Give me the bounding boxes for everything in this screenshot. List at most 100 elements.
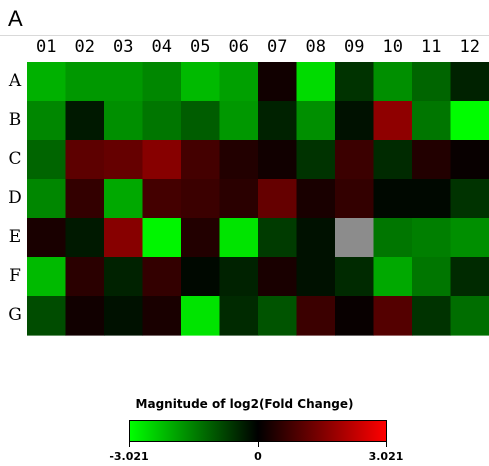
heatmap-cell-A09 bbox=[335, 62, 375, 102]
heatmap-cell-A04 bbox=[142, 62, 182, 102]
heatmap-cell-F12 bbox=[450, 257, 489, 297]
heatmap-cell-D08 bbox=[296, 179, 336, 219]
heatmap-cell-B02 bbox=[65, 101, 105, 141]
heatmap-cell-B12 bbox=[450, 101, 489, 141]
heatmap-cell-B10 bbox=[373, 101, 413, 141]
heatmap-cell-F09 bbox=[335, 257, 375, 297]
heatmap-cell-E07 bbox=[258, 218, 298, 258]
heatmap-cell-E05 bbox=[181, 218, 221, 258]
legend-tick-max bbox=[386, 441, 387, 447]
panel-label: A bbox=[8, 6, 23, 31]
heatmap-cell-G03 bbox=[104, 296, 144, 336]
heatmap-cell-B11 bbox=[412, 101, 452, 141]
heatmap-cell-C03 bbox=[104, 140, 144, 180]
column-label-10: 10 bbox=[382, 37, 404, 57]
legend-max-label: 3.021 bbox=[368, 450, 404, 463]
heatmap-cell-A03 bbox=[104, 62, 144, 102]
column-label-01: 01 bbox=[36, 37, 57, 57]
legend-tick-min bbox=[129, 441, 130, 447]
heatmap-cell-D04 bbox=[142, 179, 182, 219]
heatmap-cell-E12 bbox=[450, 218, 489, 258]
column-label-07: 07 bbox=[267, 37, 288, 57]
heatmap-cell-E09 bbox=[335, 218, 375, 258]
heatmap-cell-A02 bbox=[65, 62, 105, 102]
column-label-06: 06 bbox=[228, 37, 250, 57]
heatmap-cell-C08 bbox=[296, 140, 336, 180]
column-label-02: 02 bbox=[74, 37, 96, 57]
legend-tick-mid bbox=[258, 441, 259, 447]
heatmap-cell-B09 bbox=[335, 101, 375, 141]
heatmap-cell-B01 bbox=[27, 101, 67, 141]
column-label-05: 05 bbox=[190, 37, 211, 57]
legend-min-label: -3.021 bbox=[109, 450, 149, 463]
heatmap-cell-D02 bbox=[65, 179, 105, 219]
heatmap-cell-B03 bbox=[104, 101, 144, 141]
heatmap-cell-E11 bbox=[412, 218, 452, 258]
heatmap-cell-E03 bbox=[104, 218, 144, 258]
heatmap-cell-G05 bbox=[181, 296, 221, 336]
heatmap-cell-D11 bbox=[412, 179, 452, 219]
heatmap-cell-F03 bbox=[104, 257, 144, 297]
heatmap-cell-G06 bbox=[219, 296, 259, 336]
heatmap-cell-E02 bbox=[65, 218, 105, 258]
heatmap-cell-B06 bbox=[219, 101, 259, 141]
heatmap-cell-G12 bbox=[450, 296, 489, 336]
heatmap-cell-F07 bbox=[258, 257, 298, 297]
column-label-03: 03 bbox=[113, 37, 134, 57]
heatmap-cell-D12 bbox=[450, 179, 489, 219]
heatmap-cell-E08 bbox=[296, 218, 336, 258]
heatmap-cell-G04 bbox=[142, 296, 182, 336]
heatmap-cell-G11 bbox=[412, 296, 452, 336]
heatmap-cell-E06 bbox=[219, 218, 259, 258]
row-label-F: F bbox=[9, 265, 21, 286]
row-label-G: G bbox=[8, 304, 22, 325]
heatmap-cell-C07 bbox=[258, 140, 298, 180]
heatmap-cell-C02 bbox=[65, 140, 105, 180]
color-scale-bar bbox=[129, 420, 387, 442]
heatmap-cell-D03 bbox=[104, 179, 144, 219]
heatmap-cell-F05 bbox=[181, 257, 221, 297]
heatmap-cell-E04 bbox=[142, 218, 182, 258]
heatmap-cell-F11 bbox=[412, 257, 452, 297]
heatmap-cell-F04 bbox=[142, 257, 182, 297]
heatmap-cell-C06 bbox=[219, 140, 259, 180]
heatmap-cell-D07 bbox=[258, 179, 298, 219]
heatmap-cell-E01 bbox=[27, 218, 67, 258]
column-label-04: 04 bbox=[151, 37, 173, 57]
heatmap-cell-D09 bbox=[335, 179, 375, 219]
heatmap-cell-A11 bbox=[412, 62, 452, 102]
heatmap-cell-B04 bbox=[142, 101, 182, 141]
heatmap-cell-B08 bbox=[296, 101, 336, 141]
heatmap-cell-A08 bbox=[296, 62, 336, 102]
heatmap-cell-A12 bbox=[450, 62, 489, 102]
heatmap-cell-A10 bbox=[373, 62, 413, 102]
heatmap-cell-F06 bbox=[219, 257, 259, 297]
header-divider bbox=[0, 35, 489, 36]
row-label-D: D bbox=[8, 187, 22, 208]
heatmap-cell-G08 bbox=[296, 296, 336, 336]
heatmap-cell-G07 bbox=[258, 296, 298, 336]
heatmap-cell-A05 bbox=[181, 62, 221, 102]
row-label-A: A bbox=[8, 70, 22, 91]
column-label-12: 12 bbox=[459, 37, 481, 57]
heatmap-cell-C12 bbox=[450, 140, 489, 180]
column-label-11: 11 bbox=[421, 37, 442, 57]
row-label-C: C bbox=[8, 148, 22, 169]
heatmap-cell-B05 bbox=[181, 101, 221, 141]
heatmap-cell-G02 bbox=[65, 296, 105, 336]
heatmap-cell-D10 bbox=[373, 179, 413, 219]
heatmap-cell-A07 bbox=[258, 62, 298, 102]
heatmap-cell-F02 bbox=[65, 257, 105, 297]
heatmap-cell-C01 bbox=[27, 140, 67, 180]
row-label-E: E bbox=[8, 226, 22, 247]
column-label-08: 08 bbox=[305, 37, 327, 57]
heatmap-cell-F10 bbox=[373, 257, 413, 297]
heatmap-cell-G09 bbox=[335, 296, 375, 336]
heatmap-cell-D05 bbox=[181, 179, 221, 219]
heatmap-cell-G01 bbox=[27, 296, 67, 336]
heatmap-cell-A01 bbox=[27, 62, 67, 102]
heatmap-cell-C10 bbox=[373, 140, 413, 180]
column-label-09: 09 bbox=[344, 37, 365, 57]
